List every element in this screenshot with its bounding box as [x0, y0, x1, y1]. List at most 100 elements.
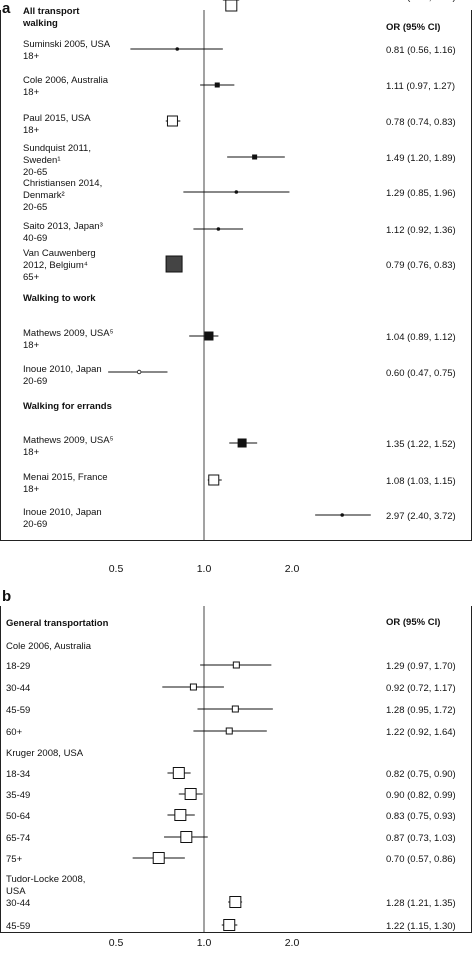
or-value: 1.22 (1.15, 1.30) — [386, 921, 456, 932]
study-label: Inoue 2010, Japan — [23, 364, 102, 375]
study-label: 20-69 — [23, 376, 47, 387]
or-point — [175, 47, 180, 51]
or-header: OR (95% CI) — [386, 22, 440, 33]
study-label: Inoue 2010, Japan — [23, 507, 102, 518]
section-heading: All transport — [23, 6, 80, 17]
study-label: 35-49 — [6, 790, 30, 801]
or-point — [340, 513, 345, 517]
or-point — [252, 154, 258, 160]
study-label: 2012, Belgium⁴ — [23, 260, 88, 271]
study-label: 40-69 — [23, 233, 47, 244]
or-point — [166, 115, 178, 127]
or-value: 0.83 (0.75, 0.93) — [386, 811, 456, 822]
axis-tick-label: 2.0 — [285, 563, 300, 575]
or-point — [232, 661, 240, 669]
or-value: 0.70 (0.57, 0.86) — [386, 854, 456, 865]
group-label: USA — [6, 886, 26, 897]
or-point — [180, 831, 193, 843]
study-label: 18+ — [23, 340, 40, 351]
or-value: 2.97 (2.40, 3.72) — [386, 511, 456, 522]
study-label: 60+ — [6, 0, 23, 3]
or-value: 0.92 (0.72, 1.17) — [386, 683, 456, 694]
study-label: Van Cauwenberg — [23, 248, 96, 259]
study-label: Suminski 2005, USA — [23, 39, 111, 50]
or-point — [136, 369, 142, 375]
axis-tick-label: 0.5 — [109, 563, 124, 575]
or-value: 1.12 (0.92, 1.36) — [386, 225, 456, 236]
study-label: Paul 2015, USA — [23, 113, 91, 124]
section-heading: Walking to work — [23, 293, 96, 304]
section-heading: walking — [22, 18, 58, 29]
or-point — [214, 82, 220, 88]
study-label: 30-44 — [6, 898, 30, 909]
or-value: 1.35 (1.22, 1.52) — [386, 439, 456, 450]
study-label: 50-64 — [6, 811, 30, 822]
group-label: Cole 2006, Australia — [6, 641, 92, 652]
or-point — [184, 788, 197, 800]
or-value: 0.81 (0.56, 1.16) — [386, 45, 456, 56]
study-label: Denmark² — [23, 190, 65, 201]
panel-letter: a — [2, 0, 11, 17]
or-point — [165, 255, 183, 273]
or-value: 1.22 (0.92, 1.64) — [386, 727, 456, 738]
or-value: 1.08 (1.03, 1.15) — [386, 476, 456, 487]
study-label: 65+ — [23, 272, 40, 283]
study-label: 18+ — [23, 484, 40, 495]
study-label: 18+ — [23, 51, 40, 62]
study-label: 18+ — [23, 125, 40, 136]
study-label: 60+ — [6, 727, 23, 738]
study-label: 20-69 — [23, 519, 47, 530]
study-label: Menai 2015, France — [23, 472, 108, 483]
or-point — [234, 190, 239, 194]
or-point — [229, 896, 242, 908]
axis-tick-label: 1.0 — [197, 563, 212, 575]
or-point — [174, 809, 187, 821]
study-label: Cole 2006, Australia — [23, 75, 109, 86]
study-label: 20-65 — [23, 167, 47, 178]
or-value: 0.90 (0.82, 0.99) — [386, 790, 456, 801]
or-header: OR (95% CI) — [386, 617, 440, 628]
study-label: 18+ — [23, 447, 40, 458]
section-heading: Walking for errands — [23, 401, 112, 412]
group-label: Tudor-Locke 2008, — [6, 874, 85, 885]
or-point — [172, 767, 185, 779]
study-label: 18-29 — [6, 661, 30, 672]
or-value: 1.29 (0.85, 1.96) — [386, 188, 456, 199]
or-value: 0.82 (0.75, 0.90) — [386, 769, 456, 780]
or-value: 0.79 (0.76, 0.83) — [386, 260, 456, 271]
study-label: Sundquist 2011, — [23, 143, 91, 154]
or-value: 1.28 (0.95, 1.72) — [386, 705, 456, 716]
or-value: 1.24 (1.16, 1.32) — [386, 0, 456, 3]
or-value: 1.49 (1.20, 1.89) — [386, 153, 456, 164]
or-point — [208, 474, 220, 486]
study-label: 45-59 — [6, 921, 30, 932]
study-label: 18+ — [23, 87, 40, 98]
or-value: 1.11 (0.97, 1.27) — [386, 81, 455, 92]
or-point — [216, 227, 221, 231]
group-label: Kruger 2008, USA — [6, 748, 84, 759]
or-value: 1.04 (0.89, 1.12) — [386, 332, 456, 343]
study-label: 30-44 — [6, 683, 30, 694]
or-point — [237, 438, 247, 448]
or-point — [225, 727, 233, 735]
study-label: 45-59 — [6, 705, 30, 716]
or-value: 1.29 (0.97, 1.70) — [386, 661, 456, 672]
study-label: 75+ — [6, 854, 23, 865]
study-label: Mathews 2009, USA⁵ — [23, 435, 114, 446]
panel-letter: b — [2, 588, 11, 605]
or-point — [204, 331, 214, 341]
study-label: 18-34 — [6, 769, 30, 780]
axis-tick-label: 2.0 — [285, 937, 300, 949]
study-label: Christiansen 2014, — [23, 178, 102, 189]
or-point — [225, 0, 238, 12]
study-label: Saito 2013, Japan³ — [23, 221, 103, 232]
axis-tick-label: 0.5 — [109, 937, 124, 949]
study-label: Mathews 2009, USA⁵ — [23, 328, 114, 339]
or-point — [189, 683, 197, 691]
or-point — [231, 705, 239, 713]
or-value: 1.28 (1.21, 1.35) — [386, 898, 456, 909]
or-point — [223, 919, 236, 931]
or-value: 0.60 (0.47, 0.75) — [386, 368, 456, 379]
study-label: 65-74 — [6, 833, 30, 844]
